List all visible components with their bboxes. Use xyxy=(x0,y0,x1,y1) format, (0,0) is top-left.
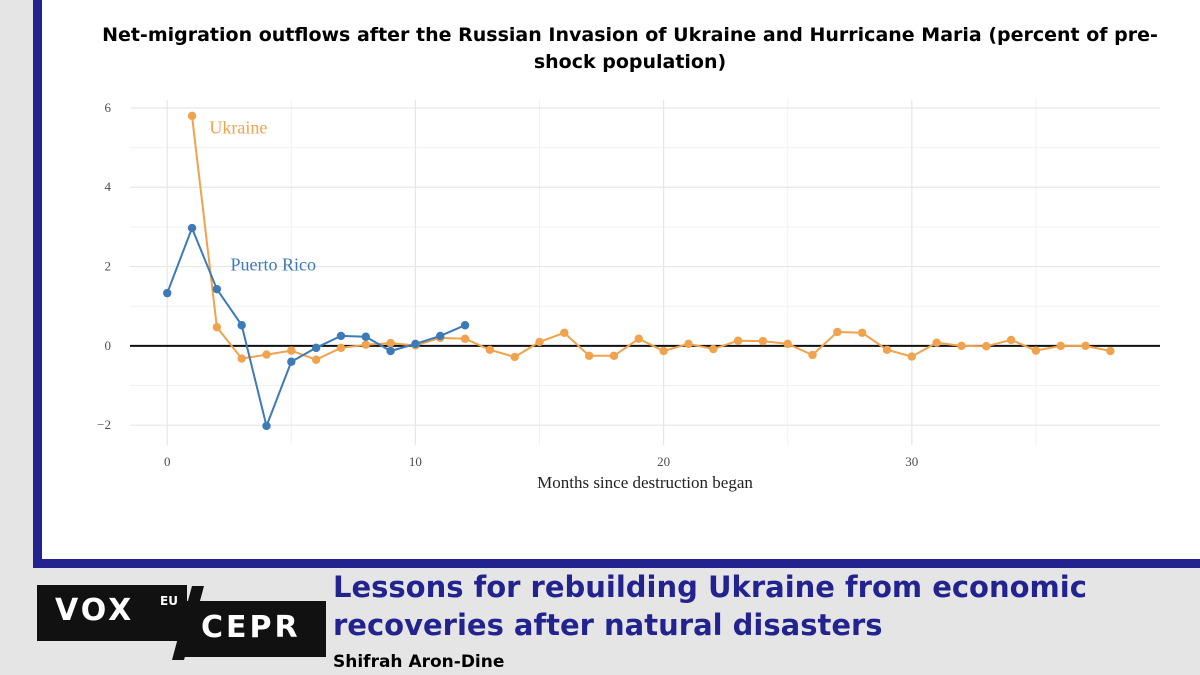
data-point-ukraine xyxy=(907,352,917,361)
series-line-puerto-rico xyxy=(166,225,466,430)
data-point-ukraine xyxy=(1056,341,1065,351)
axis-ticks: −2 0 2 4 6 0 10 20 30 xyxy=(97,100,918,469)
data-point-puerto-rico xyxy=(212,284,222,294)
data-point-ukraine xyxy=(237,354,246,363)
x-tick-label: 20 xyxy=(657,454,670,469)
data-point-ukraine xyxy=(1006,335,1016,345)
series-label-ukraine: Ukraine xyxy=(209,118,267,138)
data-point-ukraine xyxy=(584,351,594,360)
y-tick-label: −2 xyxy=(97,417,111,432)
data-point-ukraine xyxy=(187,111,197,121)
x-axis-label: Months since destruction began xyxy=(537,473,753,492)
data-point-ukraine xyxy=(808,350,817,360)
data-point-ukraine xyxy=(212,323,222,332)
data-point-ukraine xyxy=(758,336,768,346)
data-point-puerto-rico xyxy=(411,339,420,349)
data-point-ukraine xyxy=(957,341,966,351)
data-point-ukraine xyxy=(783,339,792,349)
data-point-ukraine xyxy=(361,340,370,349)
data-point-ukraine xyxy=(287,346,296,355)
vox-eu-logo[interactable]: VOX EU xyxy=(37,585,187,641)
data-point-puerto-rico xyxy=(311,343,321,353)
data-point-ukraine xyxy=(932,338,941,347)
data-point-ukraine xyxy=(311,355,321,364)
data-point-puerto-rico xyxy=(460,321,470,330)
data-point-ukraine xyxy=(336,343,346,353)
data-point-puerto-rico xyxy=(187,223,197,233)
cepr-logo-text: CEPR xyxy=(201,610,301,645)
left-strip xyxy=(0,0,33,675)
data-point-ukraine xyxy=(609,351,619,360)
x-tick-label: 10 xyxy=(409,454,422,469)
data-point-puerto-rico xyxy=(386,346,395,356)
data-point-ukraine xyxy=(1081,341,1090,351)
data-point-puerto-rico xyxy=(163,288,172,298)
article-author: Shifrah Aron-Dine xyxy=(333,652,505,672)
series-label-puerto-rico: Puerto Rico xyxy=(231,255,317,275)
cepr-logo[interactable]: CEPR xyxy=(183,601,326,657)
data-point-ukraine xyxy=(560,328,569,337)
y-tick-label: 0 xyxy=(105,338,112,353)
y-tick-label: 4 xyxy=(105,179,112,194)
data-point-ukraine xyxy=(982,342,991,351)
data-point-ukraine xyxy=(733,336,743,345)
grid xyxy=(130,100,1160,445)
data-point-puerto-rico xyxy=(237,321,246,330)
series-line-ukraine xyxy=(191,115,1111,361)
data-point-ukraine xyxy=(386,338,395,348)
x-tick-label: 0 xyxy=(164,454,171,469)
article-title[interactable]: Lessons for rebuilding Ukraine from econ… xyxy=(333,570,1087,642)
vox-logo-text: VOX xyxy=(55,593,135,628)
series-layer xyxy=(163,111,1115,431)
data-point-ukraine xyxy=(857,328,867,337)
data-point-ukraine xyxy=(262,350,271,359)
data-point-ukraine xyxy=(833,327,842,337)
data-point-ukraine xyxy=(659,346,668,356)
data-point-ukraine xyxy=(1031,346,1041,355)
data-point-ukraine xyxy=(882,345,892,355)
data-point-ukraine xyxy=(709,344,718,354)
data-point-ukraine xyxy=(684,339,693,349)
y-tick-label: 6 xyxy=(105,100,112,115)
chart-title: Net-migration outflows after the Russian… xyxy=(102,24,1158,73)
data-point-puerto-rico xyxy=(436,331,445,341)
data-point-ukraine xyxy=(1106,346,1115,356)
data-point-ukraine xyxy=(634,334,643,343)
y-tick-label: 2 xyxy=(105,259,112,274)
data-point-puerto-rico xyxy=(287,357,296,366)
data-point-ukraine xyxy=(485,345,495,355)
data-point-puerto-rico xyxy=(262,421,271,431)
data-point-ukraine xyxy=(460,334,470,343)
eu-logo-text: EU xyxy=(160,594,178,608)
data-point-ukraine xyxy=(535,337,544,347)
line-chart: −2 0 2 4 6 0 10 20 30 Months since destruction b… xyxy=(97,100,1160,492)
data-point-puerto-rico xyxy=(336,331,346,341)
chart-frame xyxy=(33,0,1200,568)
data-point-puerto-rico xyxy=(361,332,370,341)
x-tick-label: 30 xyxy=(905,454,918,469)
data-point-ukraine xyxy=(510,352,519,362)
